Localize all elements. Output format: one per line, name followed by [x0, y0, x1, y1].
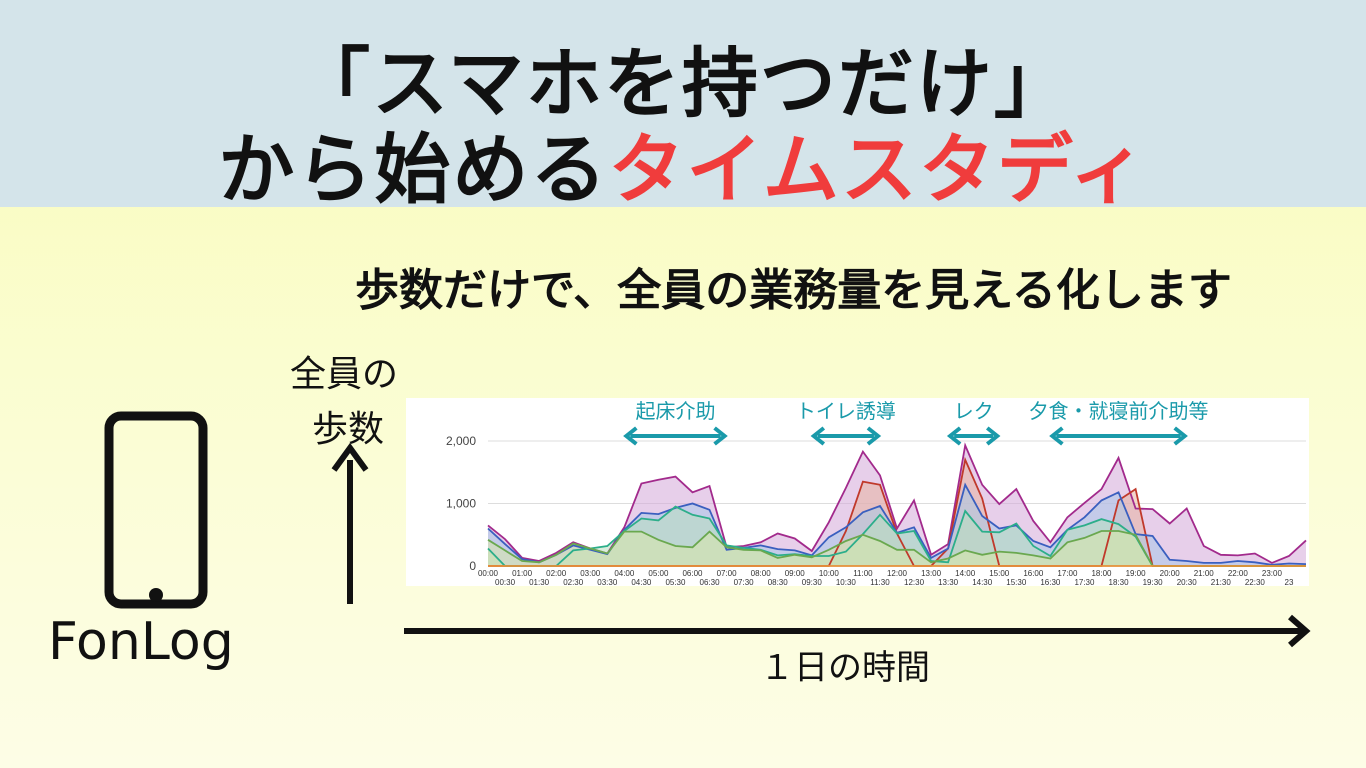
y-axis-arrow-icon [331, 442, 369, 604]
title-line-2-accent: タイムスタディ [608, 125, 1148, 214]
x-tick-label-top: 23:00 [1262, 569, 1283, 578]
x-tick-label-bottom: 17:30 [1074, 578, 1095, 586]
x-tick-label-top: 07:00 [717, 569, 738, 578]
title-line-2-prefix: から始める [218, 125, 609, 214]
x-tick-label-top: 17:00 [1057, 569, 1078, 578]
annotation-arrow-right-head [866, 426, 882, 446]
y-tick-label: 1,000 [446, 497, 476, 511]
x-tick-label-bottom: 16:30 [1040, 578, 1061, 586]
series-line-0 [487, 442, 1307, 564]
annotation-2: レク [946, 399, 1001, 446]
x-tick-label-top: 19:00 [1126, 569, 1147, 578]
x-tick-label-bottom: 04:30 [631, 578, 652, 586]
x-tick-label-top: 03:00 [580, 569, 601, 578]
x-tick-label-bottom: 14:30 [972, 578, 993, 586]
subtitle: 歩数だけで、全員の業務量を見える化します [355, 265, 1232, 316]
x-tick-label-bottom: 05:30 [665, 578, 686, 586]
smartphone-icon [104, 411, 208, 609]
x-tick-label-bottom: 09:30 [802, 578, 823, 586]
header-banner [0, 0, 1366, 207]
x-tick-label-top: 04:00 [614, 569, 635, 578]
x-tick-label-top: 10:00 [819, 569, 840, 578]
x-tick-label-bottom: 15:30 [1006, 578, 1027, 586]
annotation-label: 夕食・就寝前介助等 [1029, 399, 1209, 423]
x-tick-label-bottom: 10:30 [836, 578, 857, 586]
x-tick-label-top: 15:00 [989, 569, 1010, 578]
title-line-1: 「スマホを持つだけ」 [294, 39, 1072, 128]
annotation-label: トイレ誘導 [796, 399, 896, 423]
x-tick-label-top: 14:00 [955, 569, 976, 578]
x-tick-label-top: 08:00 [751, 569, 772, 578]
annotation-arrow-right-head [986, 426, 1001, 446]
annotation-arrow-left-head [1049, 426, 1064, 446]
x-tick-label-top: 11:00 [853, 569, 873, 578]
x-tick-label-bottom: 22:30 [1245, 578, 1266, 586]
x-axis-label: １日の時間 [760, 648, 930, 688]
x-tick-label-top: 13:00 [921, 569, 942, 578]
x-tick-label-top: 12:00 [887, 569, 908, 578]
x-tick-label-bottom: 23 [1285, 578, 1294, 586]
x-tick-label-bottom: 08:30 [768, 578, 789, 586]
step-count-area-chart: 2,000 1,000 000:00 01:00 02:00 03:00 04:00 05:0… [406, 398, 1309, 586]
x-tick-label-bottom: 20:30 [1177, 578, 1198, 586]
annotation-arrow-left-head [623, 426, 638, 446]
x-tick-label-top: 20:00 [1160, 569, 1181, 578]
fonlog-logo-text: FonLog [48, 612, 234, 672]
x-tick-label-top: 06:00 [682, 569, 703, 578]
annotation-1: トイレ誘導 [796, 399, 896, 446]
x-tick-label-bottom: 11:30 [870, 578, 890, 586]
title-line-2: から始めるタイムスタディ [0, 108, 1366, 218]
x-tick-label-bottom: 13:30 [938, 578, 959, 586]
x-tick-label-bottom: 19:30 [1143, 578, 1164, 586]
x-tick-label-top: 21:00 [1194, 569, 1215, 578]
x-tick-label-top: 22:00 [1228, 569, 1249, 578]
annotation-arrow-right-head [713, 426, 728, 446]
x-tick-label-top: 02:00 [546, 569, 567, 578]
annotation-3: 夕食・就寝前介助等 [1029, 399, 1209, 446]
x-tick-label-bottom: 12:30 [904, 578, 925, 586]
annotation-0: 起床介助 [623, 399, 728, 446]
x-tick-label-bottom: 01:30 [529, 578, 550, 586]
x-tick-label-top: 01:00 [512, 569, 533, 578]
x-tick-label-top: 05:00 [648, 569, 669, 578]
x-tick-label-top: 00:00 [478, 569, 499, 578]
y-axis-label-line-1: 全員の [290, 354, 399, 395]
y-tick-label: 0 [469, 559, 476, 573]
annotation-arrow-left-head [810, 426, 826, 446]
annotation-label: 起床介助 [635, 399, 715, 423]
y-axis-label-line-2: 歩数 [312, 409, 385, 450]
series-area-4 [488, 531, 1306, 566]
x-tick-label-bottom: 02:30 [563, 578, 584, 586]
x-tick-label-top: 18:00 [1091, 569, 1112, 578]
x-tick-label-bottom: 21:30 [1211, 578, 1232, 586]
annotation-arrow-left-head [946, 426, 962, 446]
x-tick-label-top: 09:00 [785, 569, 806, 578]
x-tick-label-top: 16:00 [1023, 569, 1044, 578]
x-tick-label-bottom: 06:30 [700, 578, 721, 586]
x-tick-label-bottom: 07:30 [734, 578, 755, 586]
x-tick-label-bottom: 18:30 [1109, 578, 1130, 586]
x-tick-label-bottom: 03:30 [597, 578, 618, 586]
annotation-label: レク [954, 399, 994, 423]
y-tick-label: 2,000 [446, 434, 476, 448]
x-tick-label-bottom: 00:30 [495, 578, 516, 586]
annotation-arrow-right-head [1173, 426, 1188, 446]
